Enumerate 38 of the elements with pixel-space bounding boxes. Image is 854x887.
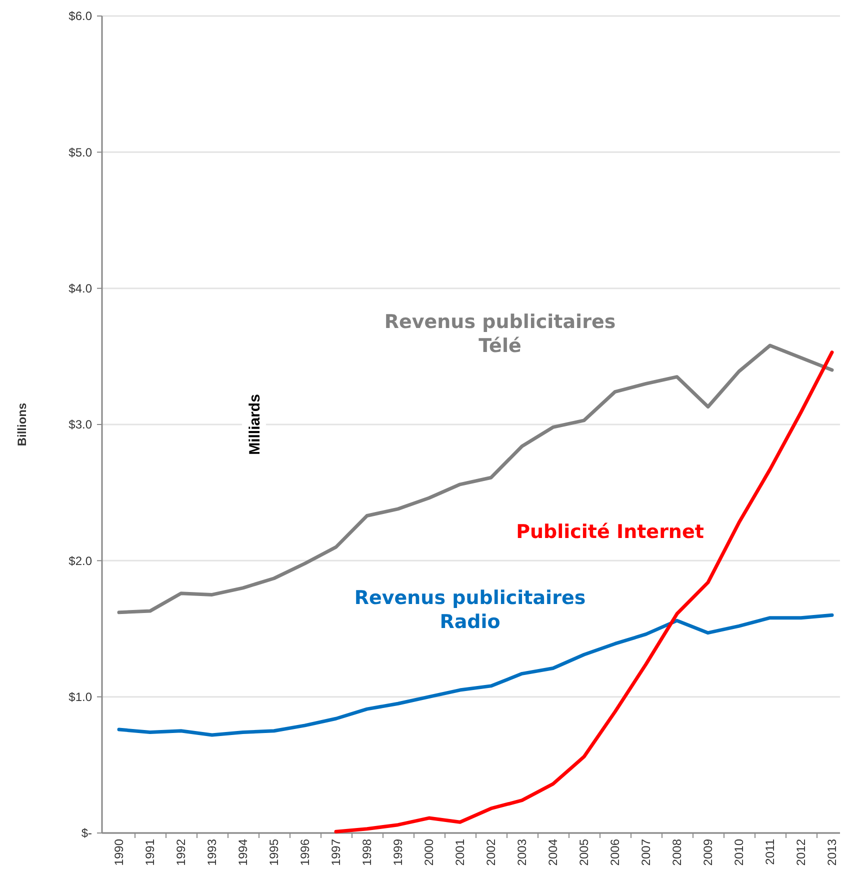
x-tick-label: 1996 (298, 838, 312, 866)
x-tick-label: 2010 (732, 838, 746, 866)
x-tick-label: 2012 (794, 838, 808, 866)
line-series (334, 350, 834, 834)
annotation: Milliards (246, 394, 264, 455)
y-tick-label: $1.0 (68, 690, 92, 704)
x-tick-label: 2011 (763, 838, 777, 865)
y-axis-title: Billions (15, 402, 29, 446)
x-tick-label: 2004 (546, 838, 560, 866)
x-tick-label: 2013 (825, 838, 839, 866)
x-tick-label: 2006 (608, 838, 622, 866)
series-label: Publicité Internet (516, 521, 704, 543)
line-series (117, 613, 834, 737)
x-tick-label: 2009 (701, 838, 715, 866)
x-tick-label: 1990 (112, 838, 126, 866)
x-tick-label: 1992 (174, 838, 188, 866)
y-tick-label: $4.0 (68, 282, 92, 296)
x-tick-label: 1995 (267, 838, 281, 866)
x-tick-label: 2002 (484, 838, 498, 866)
x-tick-label: 2000 (422, 838, 436, 866)
series-label: Revenus publicitaires Télé (384, 311, 616, 357)
y-tick-label: $5.0 (68, 145, 92, 160)
x-tick-label: 2008 (670, 838, 684, 866)
x-tick-label: 1991 (143, 838, 157, 866)
y-tick-label: $2.0 (68, 554, 92, 568)
y-tick-label: $- (81, 826, 92, 840)
x-tick-label: 2005 (577, 838, 591, 866)
x-tick-label: 1999 (391, 838, 405, 866)
series-label: Revenus publicitaires Radio (354, 587, 586, 633)
x-tick-label: 2007 (639, 838, 653, 866)
x-tick-label: 2003 (515, 838, 529, 866)
y-tick-label: $3.0 (68, 418, 92, 432)
x-tick-label: 2001 (453, 838, 467, 866)
x-tick-label: 1994 (236, 838, 250, 866)
x-tick-label: 1993 (205, 838, 219, 866)
x-tick-label: 1998 (360, 838, 374, 866)
x-tick-label: 1997 (329, 838, 343, 866)
y-tick-label: $6.0 (68, 9, 92, 24)
